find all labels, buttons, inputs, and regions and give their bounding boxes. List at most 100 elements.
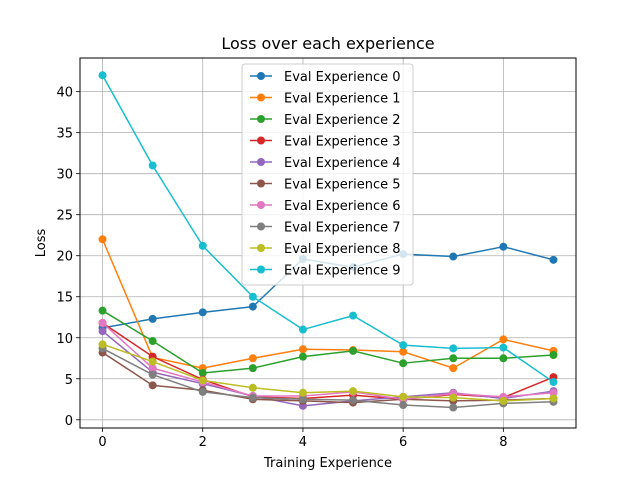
data-point bbox=[449, 344, 458, 353]
data-point bbox=[449, 403, 458, 412]
legend-label: Eval Experience 8 bbox=[284, 242, 401, 257]
x-tick-label: 2 bbox=[199, 435, 207, 450]
x-tick-label: 0 bbox=[98, 435, 106, 450]
legend-item: Eval Experience 9 bbox=[250, 264, 401, 279]
data-point bbox=[198, 241, 207, 250]
x-tick-label: 6 bbox=[399, 435, 407, 450]
legend-item: Eval Experience 2 bbox=[250, 113, 401, 128]
data-point bbox=[549, 378, 558, 387]
legend-label: Eval Experience 7 bbox=[284, 221, 401, 236]
y-axis-label: Loss bbox=[34, 229, 49, 258]
legend-marker bbox=[257, 222, 265, 231]
data-point bbox=[549, 255, 558, 264]
y-tick-label: 35 bbox=[56, 127, 73, 142]
data-point bbox=[399, 341, 408, 350]
legend-marker bbox=[257, 72, 265, 80]
data-point bbox=[399, 392, 408, 401]
legend-label: Eval Experience 6 bbox=[284, 199, 401, 214]
data-point bbox=[349, 311, 358, 320]
legend-marker bbox=[257, 115, 265, 123]
legend-item: Eval Experience 6 bbox=[250, 199, 401, 214]
legend-marker bbox=[257, 179, 265, 188]
series-line bbox=[101, 239, 554, 369]
series-line bbox=[102, 347, 554, 409]
legend-item: Eval Experience 5 bbox=[250, 178, 401, 193]
axes: 0 2 4 6 8 0 5 10 15 20 25 30 35 40 bbox=[56, 86, 507, 450]
legend-item: Eval Experience 3 bbox=[250, 135, 401, 150]
legend-box bbox=[241, 63, 414, 286]
legend-marker bbox=[257, 93, 265, 102]
data-point bbox=[148, 364, 157, 373]
data-point bbox=[298, 352, 307, 361]
legend-marker bbox=[257, 201, 265, 209]
data-point bbox=[549, 350, 558, 359]
data-point bbox=[198, 387, 207, 396]
legend-label: Eval Experience 0 bbox=[284, 70, 401, 85]
data-point bbox=[549, 388, 558, 397]
y-tick-label: 10 bbox=[56, 332, 73, 347]
data-point bbox=[298, 345, 307, 354]
series-line bbox=[102, 310, 554, 374]
y-tick-label: 15 bbox=[56, 291, 73, 306]
series-8 bbox=[98, 340, 558, 405]
data-point bbox=[98, 235, 107, 244]
data-point bbox=[148, 337, 157, 346]
data-point bbox=[449, 354, 458, 363]
data-point bbox=[198, 369, 207, 378]
data-point bbox=[399, 359, 408, 368]
data-point bbox=[198, 308, 207, 317]
data-point bbox=[499, 343, 508, 352]
legend-label: Eval Experience 9 bbox=[284, 264, 401, 279]
legend-item: Eval Experience 8 bbox=[250, 242, 401, 257]
legend-label: Eval Experience 1 bbox=[284, 92, 401, 107]
y-tick-label: 0 bbox=[65, 414, 73, 429]
data-point bbox=[248, 302, 257, 311]
legend-label: Eval Experience 2 bbox=[284, 113, 401, 128]
legend-label: Eval Experience 3 bbox=[284, 135, 401, 150]
legend-item: Eval Experience 0 bbox=[250, 70, 401, 85]
data-point bbox=[499, 335, 508, 344]
legend: Eval Experience 0 Eval Experience 1 Eval E… bbox=[241, 63, 414, 286]
data-point bbox=[98, 306, 107, 315]
data-point bbox=[248, 383, 257, 392]
legend-marker bbox=[257, 265, 265, 274]
y-tick-label: 30 bbox=[56, 168, 73, 183]
data-point bbox=[449, 393, 458, 402]
legend-marker bbox=[257, 158, 265, 166]
data-point bbox=[349, 346, 358, 355]
data-point bbox=[349, 387, 358, 396]
legend-marker bbox=[257, 136, 265, 145]
y-tick-label: 20 bbox=[56, 250, 73, 265]
data-point bbox=[98, 327, 107, 336]
data-point bbox=[248, 364, 257, 373]
data-point bbox=[148, 381, 157, 390]
data-point bbox=[298, 325, 307, 334]
data-point bbox=[449, 252, 458, 261]
legend-label: Eval Experience 4 bbox=[284, 156, 401, 171]
data-point bbox=[298, 395, 307, 404]
data-point bbox=[248, 292, 257, 301]
series-line bbox=[102, 322, 554, 401]
x-axis-label: Training Experience bbox=[263, 456, 392, 471]
legend-item: Eval Experience 1 bbox=[250, 92, 401, 107]
y-tick-label: 40 bbox=[56, 86, 73, 101]
series-line bbox=[102, 343, 554, 402]
series-line bbox=[101, 74, 554, 383]
series-9 bbox=[98, 71, 558, 387]
y-tick-label: 25 bbox=[56, 209, 73, 224]
data-point bbox=[98, 340, 107, 349]
data-point bbox=[248, 393, 257, 402]
data-point bbox=[399, 401, 408, 410]
data-point bbox=[98, 318, 107, 327]
data-point bbox=[399, 347, 408, 356]
series-line bbox=[102, 351, 554, 404]
x-tick-label: 8 bbox=[499, 435, 507, 450]
data-point bbox=[148, 357, 157, 366]
data-point bbox=[449, 364, 458, 373]
data-point bbox=[148, 161, 157, 170]
y-tick-label: 5 bbox=[65, 373, 73, 388]
legend-label: Eval Experience 5 bbox=[284, 178, 401, 193]
data-point bbox=[298, 388, 307, 397]
data-point bbox=[349, 396, 358, 405]
